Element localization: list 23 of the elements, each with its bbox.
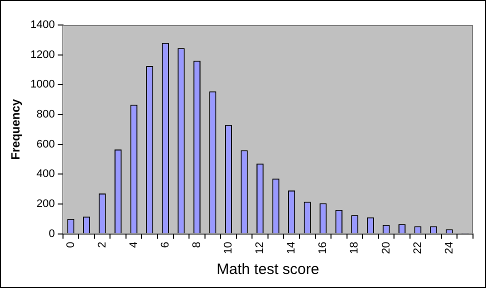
x-tick-label: 8 bbox=[190, 242, 203, 248]
y-tick-label: 1000 bbox=[30, 78, 55, 91]
y-tick-label: 400 bbox=[36, 168, 55, 180]
y-tick-label: 800 bbox=[36, 108, 55, 120]
x-tick-label: 16 bbox=[317, 242, 330, 254]
x-tick-label: 12 bbox=[254, 242, 266, 254]
y-tick-label: 200 bbox=[36, 198, 55, 210]
x-axis-title: Math test score bbox=[216, 261, 320, 278]
y-axis-title: Frequency bbox=[8, 98, 23, 160]
x-tick-label: 0 bbox=[64, 242, 77, 248]
y-tick-label: 1200 bbox=[30, 48, 55, 61]
x-tick-label: 14 bbox=[286, 242, 298, 254]
x-tick-label: 20 bbox=[380, 242, 392, 254]
x-tick-label: 24 bbox=[443, 242, 456, 254]
y-tick-label: 0 bbox=[48, 228, 55, 240]
x-tick-label: 10 bbox=[222, 242, 235, 254]
x-tick-label: 18 bbox=[348, 242, 361, 254]
y-tick-label: 1400 bbox=[30, 19, 55, 32]
x-tick-label: 4 bbox=[128, 242, 140, 248]
y-tick-label: 600 bbox=[36, 138, 55, 150]
x-tick-label: 6 bbox=[159, 242, 172, 248]
x-tick-label: 2 bbox=[96, 242, 108, 248]
x-tick-label: 22 bbox=[412, 242, 424, 254]
